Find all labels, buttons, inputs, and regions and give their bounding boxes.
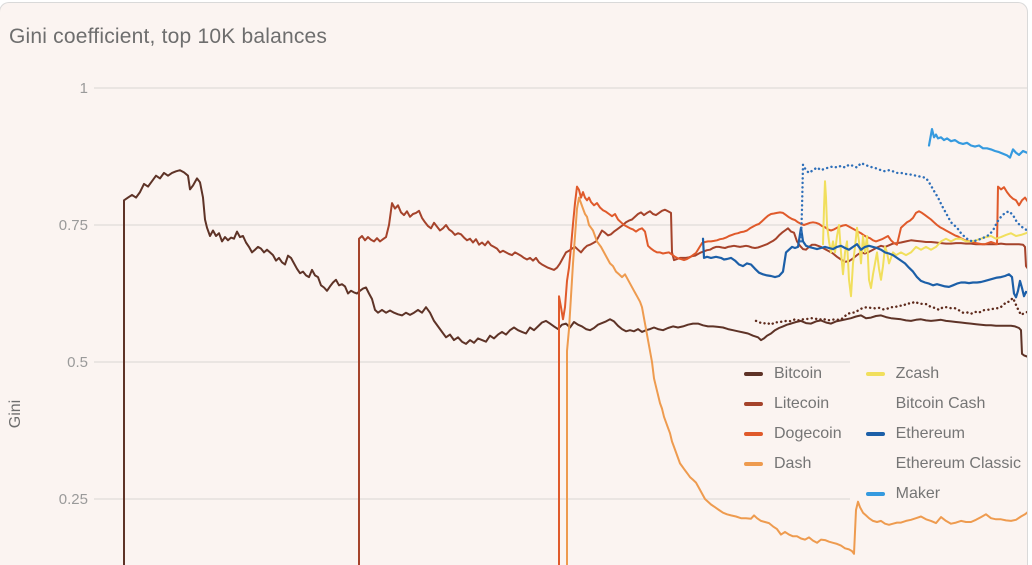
legend: Bitcoin Litecoin Dogecoin Dash Zcash Bitcoin … — [744, 363, 1021, 504]
legend-item-litecoin[interactable]: Litecoin — [744, 393, 842, 414]
series-bitcoin-cash — [754, 296, 1027, 326]
legend-swatch-bitcoin — [744, 371, 763, 376]
series-dash — [566, 196, 1027, 565]
legend-label: Bitcoin — [774, 364, 823, 382]
legend-item-ethereum[interactable]: Ethereum — [865, 423, 1021, 444]
legend-swatch-ethereum — [865, 431, 885, 436]
y-tick-label: 0.75 — [59, 217, 88, 234]
series-ethereum-classic — [799, 161, 1027, 243]
legend-label: Dogecoin — [774, 424, 842, 442]
legend-item-bitcoin-cash[interactable]: Bitcoin Cash — [866, 393, 1021, 414]
legend-swatch-bitcoin-cash — [866, 401, 885, 406]
y-tick-label: 0.25 — [59, 491, 88, 508]
legend-item-dogecoin[interactable]: Dogecoin — [744, 423, 842, 444]
legend-item-dash[interactable]: Dash — [744, 453, 842, 474]
legend-label: Ethereum Classic — [895, 454, 1021, 472]
series-litecoin — [358, 202, 1027, 565]
series-bitcoin — [123, 169, 1027, 565]
legend-label: Zcash — [895, 364, 940, 382]
legend-item-ethereum-classic[interactable]: Ethereum Classic — [866, 453, 1021, 474]
legend-label: Litecoin — [774, 394, 830, 412]
series-zcash — [822, 180, 1027, 298]
legend-swatch-ethereum-classic — [866, 461, 885, 466]
legend-column-2: Zcash Bitcoin Cash Ethereum Ethereum Classi… — [865, 363, 1021, 504]
legend-swatch-dogecoin — [744, 431, 763, 436]
page-title: Gini coefficient, top 10K balances — [9, 25, 328, 48]
y-tick-label: 0.5 — [67, 354, 88, 371]
series-dogecoin — [558, 185, 1027, 565]
legend-item-bitcoin[interactable]: Bitcoin — [744, 363, 842, 384]
legend-swatch-litecoin — [744, 401, 763, 406]
legend-item-maker[interactable]: Maker — [865, 483, 1021, 504]
legend-swatch-dash — [744, 461, 763, 466]
legend-item-zcash[interactable]: Zcash — [865, 363, 1021, 384]
legend-label: Dash — [774, 454, 812, 472]
legend-swatch-zcash — [865, 371, 885, 376]
legend-label: Bitcoin Cash — [895, 394, 986, 412]
series-maker — [927, 128, 1027, 159]
y-tick-label: 1 — [80, 80, 88, 97]
series-ethereum — [701, 226, 1027, 299]
legend-label: Maker — [895, 484, 941, 502]
legend-column-1: Bitcoin Litecoin Dogecoin Dash — [744, 363, 842, 504]
legend-label: Ethereum — [895, 424, 965, 442]
legend-swatch-maker — [865, 491, 885, 496]
